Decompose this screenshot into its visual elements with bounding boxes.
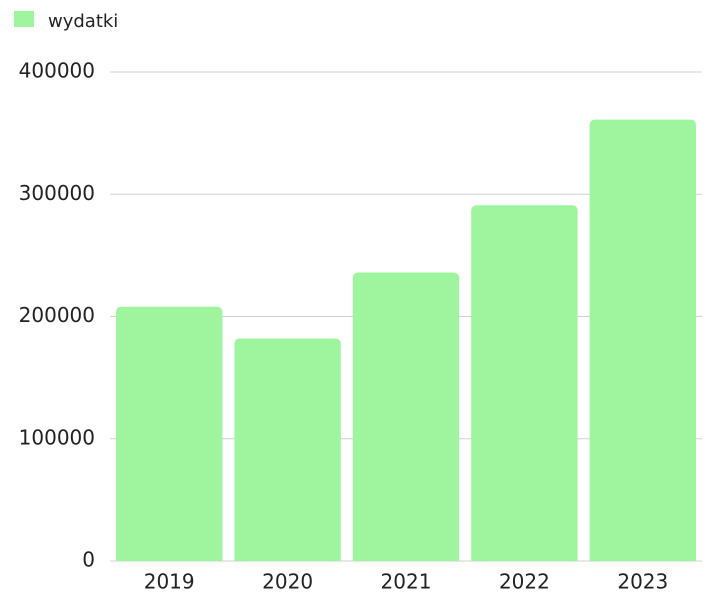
y-tick-label: 200000 [19,303,95,327]
x-tick-label: 2021 [381,570,432,594]
bar [234,338,341,561]
bar [471,205,578,561]
y-tick-label: 0 [82,548,95,572]
x-tick-label: 2020 [262,570,313,594]
x-tick-label: 2019 [144,570,195,594]
bar [589,119,696,562]
legend-swatch [14,11,34,27]
bar [352,272,460,561]
legend-label: wydatki [48,11,118,32]
y-tick-label: 300000 [19,181,95,205]
y-tick-label: 400000 [19,59,95,83]
x-tick-label: 2023 [617,570,668,594]
y-tick-label: 100000 [19,425,95,449]
bar [116,306,223,561]
x-tick-label: 2022 [499,570,550,594]
